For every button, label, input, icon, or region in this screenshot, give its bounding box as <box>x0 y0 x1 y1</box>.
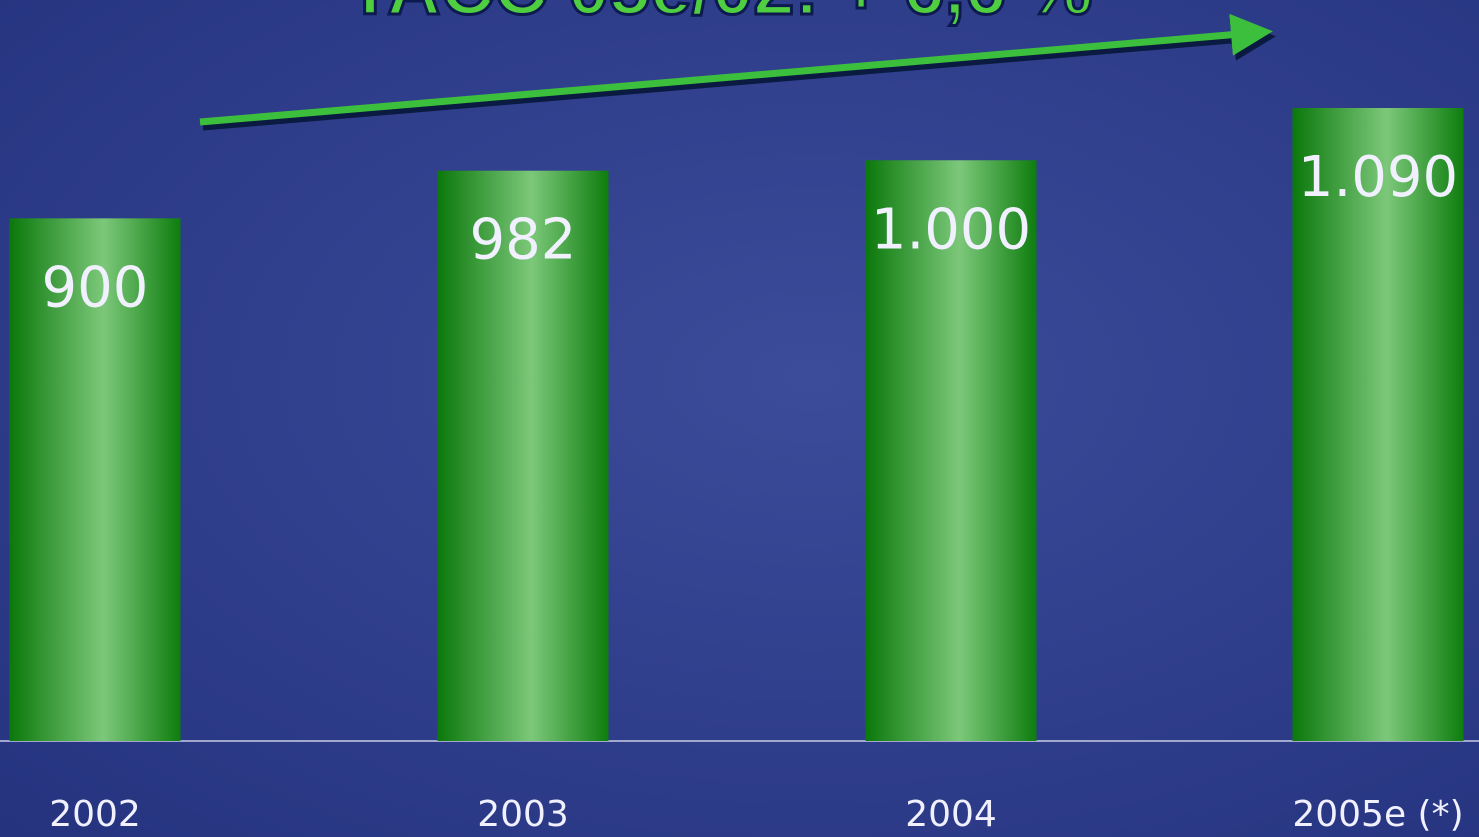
chart-title: TACC 05e/02: + 6,6 % <box>347 0 1092 30</box>
value-label: 1.000 <box>871 197 1031 262</box>
x-tick-label: 2002 <box>49 794 141 835</box>
x-tick-label: 2005e (*) <box>1292 794 1463 835</box>
value-label: 900 <box>42 255 149 320</box>
x-tick-label: 2004 <box>905 794 997 835</box>
chart: TACC 05e/02: + 6,6 % 900 2002 982 2003 1.000… <box>0 0 1479 837</box>
value-label: 1.090 <box>1298 145 1458 210</box>
x-tick-label: 2003 <box>477 794 569 835</box>
value-label: 982 <box>470 208 577 273</box>
